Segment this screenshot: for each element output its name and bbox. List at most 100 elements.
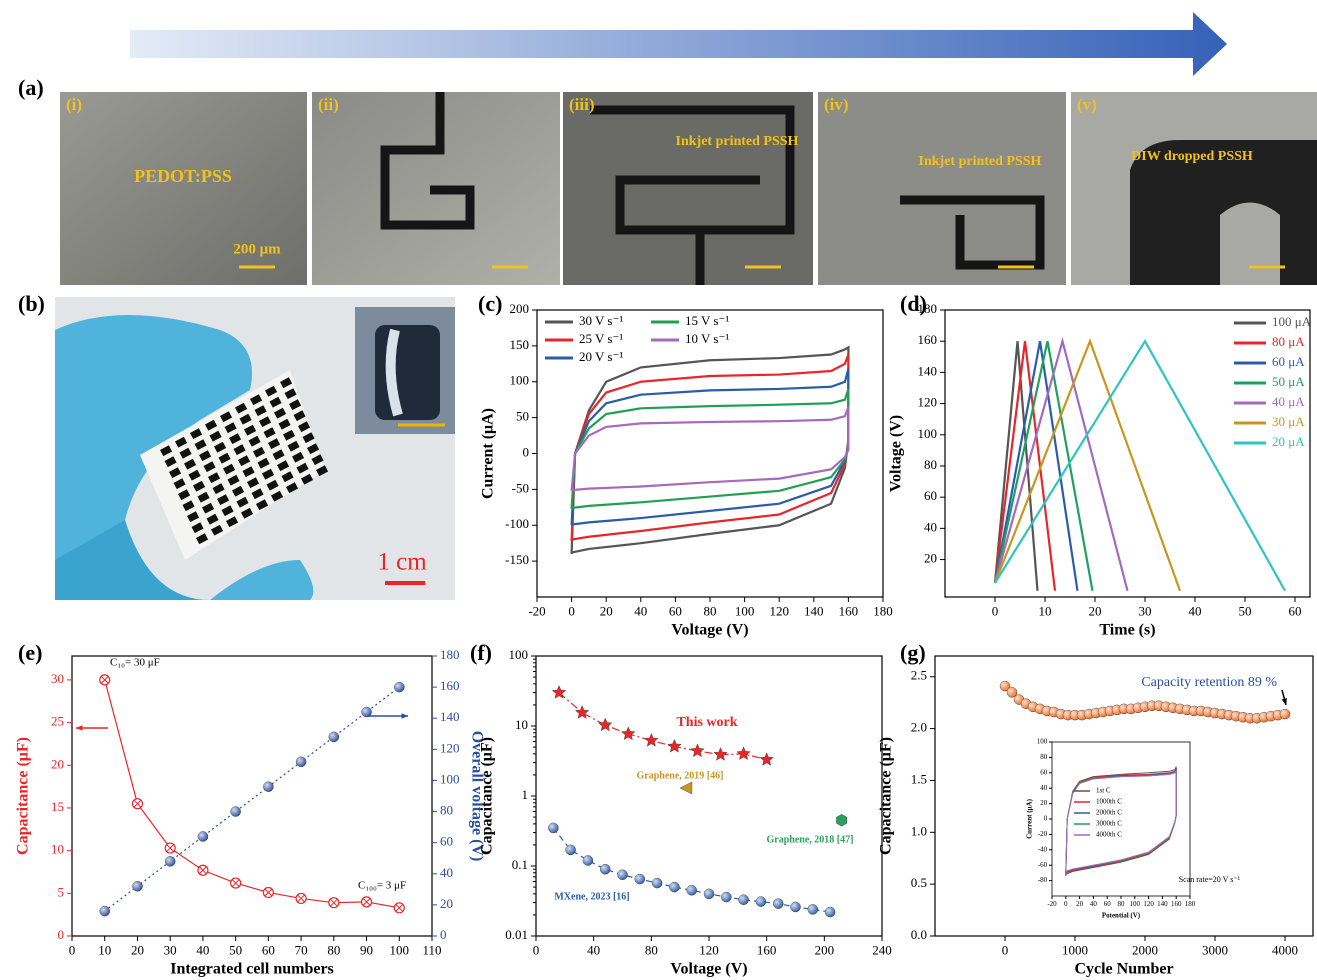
point <box>165 856 175 866</box>
y-tick-label: 60 <box>440 834 453 849</box>
y-tick-label: 1 <box>522 787 529 802</box>
series-label: Graphene, 2019 [46] <box>637 770 724 781</box>
y-tick-label: 160 <box>918 332 938 347</box>
y-tick-label: -100 <box>505 516 529 531</box>
x-tick-label: 10 <box>1039 603 1052 618</box>
point-shine <box>773 899 783 909</box>
legend-label: 60 μA <box>1272 354 1305 369</box>
point <box>600 864 610 874</box>
point-shine <box>1280 709 1290 719</box>
panel-label: (f) <box>470 640 492 665</box>
point-shine <box>825 907 835 917</box>
y-tick-label: -50 <box>512 480 529 495</box>
y-tick-label: 0.5 <box>911 875 927 890</box>
y-tick-label: 100 <box>440 771 460 786</box>
point <box>231 807 241 817</box>
x-tick-label: 120 <box>1143 900 1154 908</box>
x-tick-label: 140 <box>804 603 824 618</box>
point-shine <box>263 782 273 792</box>
point-shine <box>394 682 404 692</box>
y-tick-label: 140 <box>918 363 938 378</box>
point-shine <box>721 892 731 902</box>
x-tick-label: 0 <box>533 942 540 957</box>
figure: (a) (i)PEDOT:PSS200 μm(ii)(iii)Inkjet pr… <box>0 0 1317 980</box>
legend-label: 20 μA <box>1272 434 1305 449</box>
y-tick-label: 15 <box>51 799 64 814</box>
y-tick-label: 20 <box>1040 799 1048 807</box>
y-tick-label: 1.5 <box>911 771 927 786</box>
x-axis-label: Voltage (V) <box>671 622 748 639</box>
legend-label: 1st C <box>1096 787 1111 795</box>
point <box>165 843 175 853</box>
y-tick-label: 120 <box>918 395 938 410</box>
process-arrow <box>130 12 1227 76</box>
y-tick-label: 0 <box>58 927 65 942</box>
point-shine <box>791 902 801 912</box>
y-tick-label: 0.01 <box>505 927 528 942</box>
point-shine <box>329 732 339 742</box>
annotation: Scan rate=20 V s⁻¹ <box>1179 875 1241 884</box>
x-tick-label: 200 <box>815 942 835 957</box>
point <box>362 897 372 907</box>
series-label: MXene, 2023 [16] <box>554 891 629 902</box>
point <box>100 675 110 685</box>
y-tick-label: 100 <box>918 426 938 441</box>
y-tick-label: 25 <box>51 714 64 729</box>
x-tick-label: 160 <box>839 603 859 618</box>
x-tick-label: 110 <box>422 942 441 957</box>
y-tick-label: 2.0 <box>911 720 927 735</box>
x-axis-label: Potential (V) <box>1102 912 1141 920</box>
annotation: C₁₀₀= 3 μF <box>358 880 406 892</box>
point-shine <box>548 823 558 833</box>
point <box>583 855 593 865</box>
point <box>394 903 404 913</box>
y-tick-label: 40 <box>924 519 937 534</box>
x-tick-label: 60 <box>1289 603 1302 618</box>
photo-label: (v) <box>1077 95 1097 114</box>
panel-label: (g) <box>900 640 926 665</box>
y-tick-label: 2.5 <box>911 668 927 683</box>
panel-label: (d) <box>900 291 927 316</box>
point <box>773 899 783 909</box>
point <box>721 892 731 902</box>
photo-caption: Inkjet printed PSSH <box>919 154 1042 169</box>
x-tick-label: 20 <box>131 942 144 957</box>
point-shine <box>756 897 766 907</box>
x-tick-label: 120 <box>699 942 719 957</box>
point <box>687 885 697 895</box>
x-axis-label: Time (s) <box>1099 622 1155 639</box>
y-tick-label: 100 <box>510 373 530 388</box>
x-tick-label: 80 <box>1118 900 1126 908</box>
y-axis-label: Capacitance (μF) <box>479 737 496 855</box>
point <box>263 782 273 792</box>
x-tick-label: 50 <box>1239 603 1252 618</box>
point-shine <box>652 878 662 888</box>
panel-label: (e) <box>18 640 42 665</box>
device <box>375 325 440 420</box>
scale-label: 1 cm <box>377 549 427 576</box>
photo <box>563 92 813 285</box>
x-tick-label: 0 <box>1064 900 1068 908</box>
annotation: C₁₀= 30 μF <box>110 657 160 669</box>
point <box>739 895 749 905</box>
photo-caption: Inkjet printed PSSH <box>676 134 799 149</box>
photo-caption: DIW dropped PSSH <box>1131 149 1253 164</box>
point <box>808 904 818 914</box>
y-tick-label: 0.1 <box>512 857 528 872</box>
x-tick-label: 60 <box>1104 900 1112 908</box>
x-tick-label: 3000 <box>1202 942 1228 957</box>
x-tick-label: 50 <box>229 942 242 957</box>
y-tick-label: 120 <box>440 740 460 755</box>
x-tick-label: 40 <box>1090 900 1098 908</box>
y-tick-label: 180 <box>440 647 460 662</box>
x-tick-label: 100 <box>1130 900 1141 908</box>
point <box>394 682 404 692</box>
y-tick-label: 0 <box>523 444 530 459</box>
point <box>263 887 273 897</box>
point <box>198 865 208 875</box>
photo <box>818 92 1066 285</box>
y-tick-label: 1.0 <box>911 823 927 838</box>
y-tick-label: 40 <box>1040 784 1048 792</box>
scale-label: 200 μm <box>233 241 281 257</box>
